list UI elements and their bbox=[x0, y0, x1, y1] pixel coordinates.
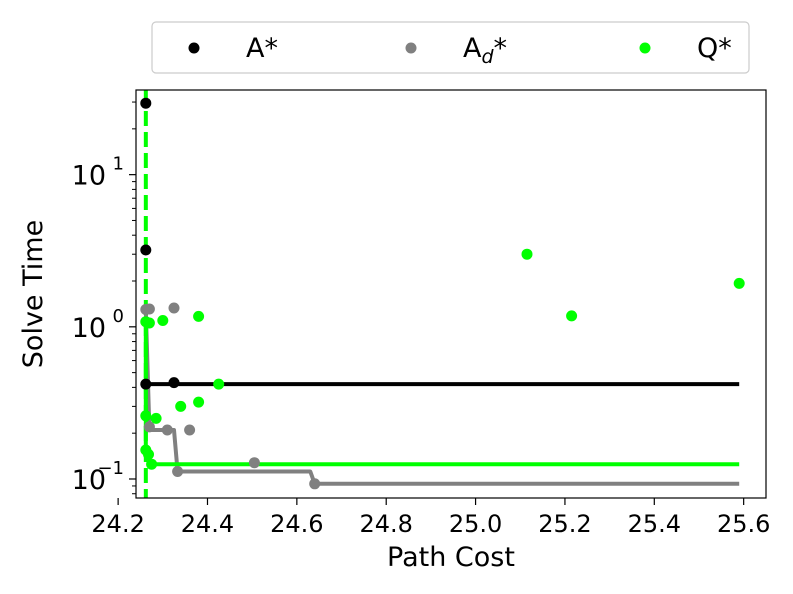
data-point bbox=[168, 377, 180, 389]
y-tick-exponent: 1 bbox=[113, 154, 124, 175]
x-tick-label: 24.8 bbox=[359, 510, 412, 538]
x-tick-label: 25.2 bbox=[538, 510, 591, 538]
legend-marker bbox=[639, 42, 651, 54]
data-point bbox=[161, 424, 173, 436]
legend-marker bbox=[188, 42, 200, 54]
legend-label: Ad* bbox=[463, 33, 507, 68]
data-point bbox=[140, 97, 152, 109]
data-point bbox=[146, 458, 158, 470]
data-point bbox=[309, 478, 321, 490]
data-point bbox=[143, 303, 155, 315]
data-point bbox=[184, 424, 196, 436]
x-axis-label: Path Cost bbox=[387, 542, 515, 573]
data-point bbox=[248, 457, 260, 469]
data-point bbox=[140, 410, 152, 422]
x-tick-label: 25.6 bbox=[717, 510, 770, 538]
data-point bbox=[566, 310, 578, 322]
data-point bbox=[213, 378, 225, 390]
x-tick-label: 24.2 bbox=[91, 510, 144, 538]
y-tick-label: 10 1 bbox=[72, 154, 124, 192]
frontier-line bbox=[143, 309, 740, 486]
legend-label: Q* bbox=[697, 33, 732, 64]
y-tick-label: 10 0 bbox=[72, 306, 124, 344]
plot-frame bbox=[135, 89, 767, 499]
data-point bbox=[172, 466, 184, 477]
data-point bbox=[168, 302, 180, 314]
data-point bbox=[143, 421, 155, 433]
x-axis: 24.2 24.4 24.6 24.8 25.0 25.2 25.4 25.6 bbox=[91, 498, 770, 538]
data-point bbox=[150, 412, 162, 424]
data-point bbox=[521, 248, 533, 260]
data-point bbox=[140, 378, 152, 390]
data-point bbox=[193, 396, 205, 408]
data-point bbox=[157, 315, 169, 326]
frontier-line bbox=[143, 321, 740, 467]
x-tick-label: 24.6 bbox=[270, 510, 323, 538]
x-tick-label: 24.4 bbox=[181, 510, 234, 538]
y-tick-label: 10−1 bbox=[72, 458, 124, 496]
y-tick-exponent: 0 bbox=[113, 306, 124, 327]
y-tick-exponent: −1 bbox=[97, 458, 124, 479]
legend-marker bbox=[405, 42, 417, 54]
legend: A* Ad* Q* bbox=[151, 21, 750, 74]
data-point bbox=[193, 310, 205, 322]
y-axis: 10 110 010−1 bbox=[72, 101, 136, 496]
data-point bbox=[733, 277, 745, 289]
x-tick-label: 25.4 bbox=[628, 510, 681, 538]
legend-frame bbox=[151, 21, 750, 74]
legend-label: A* bbox=[246, 33, 278, 64]
y-axis-label: Solve Time bbox=[18, 220, 49, 368]
data-point bbox=[140, 244, 152, 256]
data-point bbox=[143, 317, 155, 329]
data-point bbox=[175, 400, 187, 412]
data-point bbox=[143, 448, 154, 460]
x-tick-label: 25.0 bbox=[449, 510, 502, 538]
